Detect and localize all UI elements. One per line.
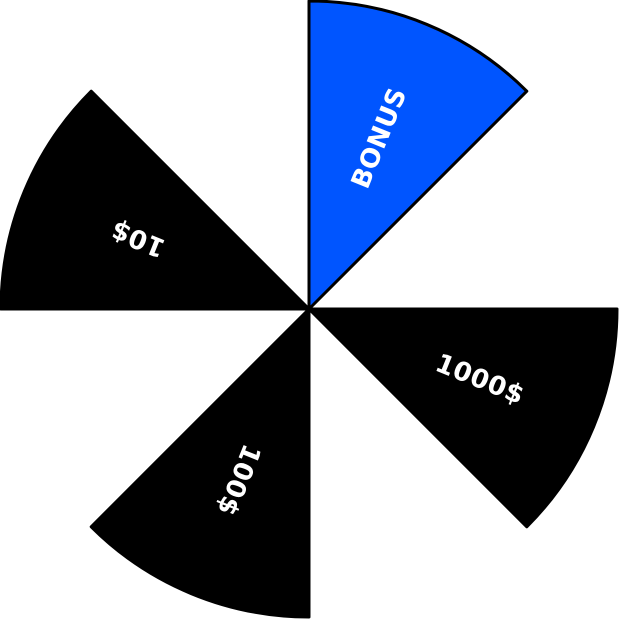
wheel-segment-1000[interactable]	[307, 307, 619, 529]
wheel-segment-10[interactable]	[0, 89, 311, 311]
wheel-segment-100[interactable]	[89, 307, 311, 619]
wheel-segment-bonus[interactable]	[307, 0, 529, 311]
